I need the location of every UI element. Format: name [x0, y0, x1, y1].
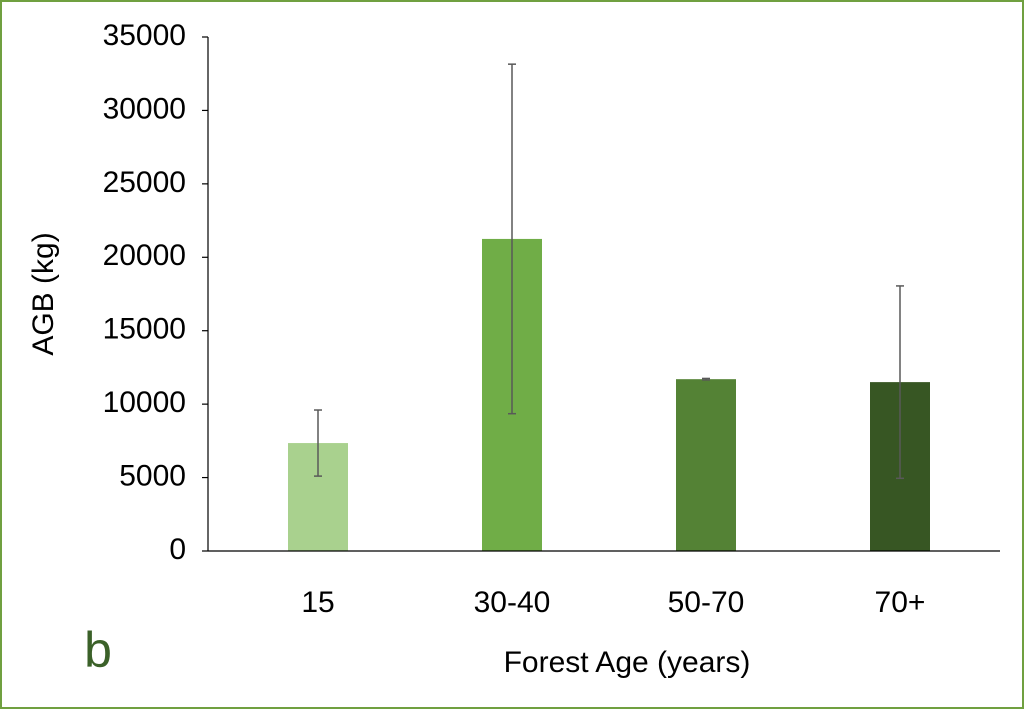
x-tick-label: 50-70 [668, 586, 745, 619]
x-tick-label: 70+ [875, 586, 926, 619]
bar [676, 379, 736, 551]
error-bar [314, 409, 322, 477]
y-tick-label: 25000 [103, 166, 186, 199]
error-bar [702, 377, 710, 381]
y-tick-label: 5000 [119, 459, 186, 492]
panel-label: b [84, 622, 112, 678]
error-bar [896, 285, 904, 480]
x-tick-label: 15 [301, 586, 334, 619]
y-tick-label: 20000 [103, 239, 186, 272]
y-tick-label: 10000 [103, 386, 186, 419]
y-tick-label: 15000 [103, 313, 186, 346]
x-tick-label: 30-40 [474, 586, 551, 619]
x-axis-label: Forest Age (years) [504, 646, 751, 679]
error-bar [508, 63, 516, 415]
y-tick-label: 30000 [103, 92, 186, 125]
y-axis-label: AGB (kg) [27, 232, 60, 355]
y-tick-label: 35000 [103, 19, 186, 52]
y-tick-label: 0 [169, 533, 186, 566]
